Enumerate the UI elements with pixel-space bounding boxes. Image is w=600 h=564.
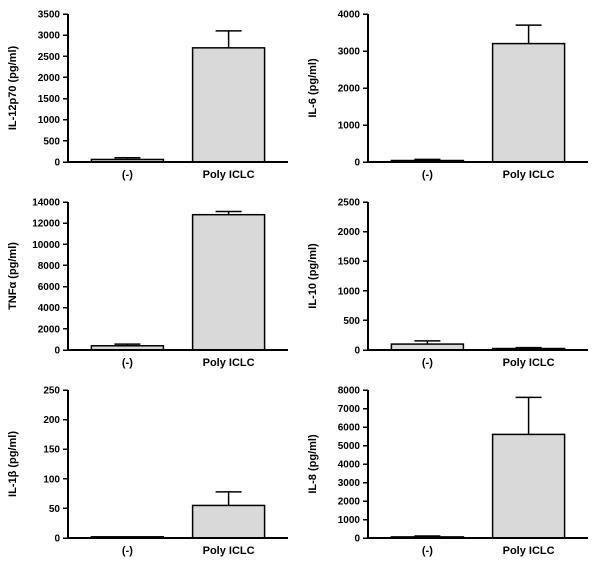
svg-text:1000: 1000 — [38, 115, 61, 126]
bar-chart-il12p70: 0 500 1000 1500 2000 2500 3000 3500 (-) Poly ICLC… — [7, 10, 288, 181]
svg-text:50: 50 — [49, 504, 61, 515]
svg-text:1000: 1000 — [338, 515, 361, 526]
bar-chart-il10: 0 500 1000 1500 2000 2500 (-) Poly ICLC IL-10 (p… — [307, 198, 588, 369]
svg-text:8000: 8000 — [38, 261, 61, 272]
svg-text:2000: 2000 — [38, 73, 61, 84]
svg-text:2000: 2000 — [338, 497, 361, 508]
svg-text:(-): (-) — [422, 545, 433, 557]
svg-text:0: 0 — [54, 534, 60, 545]
svg-text:5000: 5000 — [338, 441, 361, 452]
svg-text:0: 0 — [354, 346, 360, 357]
svg-text:1000: 1000 — [338, 286, 361, 297]
bar-chart-il6: 0 1000 2000 3000 4000 (-) Poly ICLC IL-6 (pg/ml… — [307, 10, 588, 181]
svg-text:0: 0 — [354, 158, 360, 169]
svg-text:IL-1β (pg/ml): IL-1β (pg/ml) — [7, 431, 19, 497]
svg-text:2000: 2000 — [38, 324, 61, 335]
svg-text:2500: 2500 — [38, 52, 61, 63]
svg-text:IL-8 (pg/ml): IL-8 (pg/ml) — [307, 434, 319, 494]
svg-text:(-): (-) — [122, 357, 133, 369]
svg-text:IL-12p70 (pg/ml): IL-12p70 (pg/ml) — [7, 45, 19, 130]
svg-text:6000: 6000 — [38, 282, 61, 293]
svg-text:500: 500 — [43, 136, 60, 147]
chart-panel-il10: 0 500 1000 1500 2000 2500 (-) Poly ICLC IL-10 (p… — [300, 188, 600, 376]
svg-text:6000: 6000 — [338, 423, 361, 434]
svg-text:1500: 1500 — [338, 257, 361, 268]
chart-panel-il12p70: 0 500 1000 1500 2000 2500 3000 3500 (-) Poly ICLC… — [0, 0, 300, 188]
svg-text:(-): (-) — [422, 357, 433, 369]
svg-text:4000: 4000 — [338, 10, 361, 21]
svg-text:200: 200 — [43, 415, 60, 426]
svg-text:(-): (-) — [122, 169, 133, 181]
svg-text:4000: 4000 — [38, 303, 61, 314]
svg-text:3000: 3000 — [338, 47, 361, 58]
svg-text:2000: 2000 — [338, 227, 361, 238]
bar-chart-il1b: 0 50 100 150 200 250 (-) Poly ICLC IL-1β (pg/ml) — [7, 386, 288, 557]
svg-text:0: 0 — [54, 158, 60, 169]
svg-text:150: 150 — [43, 445, 60, 456]
svg-text:7000: 7000 — [338, 404, 361, 415]
chart-panel-tnfa: 0 2000 4000 6000 8000 10000 12000 14000 (-) Poly … — [0, 188, 300, 376]
svg-text:14000: 14000 — [32, 198, 60, 209]
svg-text:(-): (-) — [422, 169, 433, 181]
svg-text:4000: 4000 — [338, 460, 361, 471]
svg-text:0: 0 — [54, 346, 60, 357]
svg-text:10000: 10000 — [32, 240, 60, 251]
bar-chart-il8: 0 1000 2000 3000 4000 5000 6000 7000 8000 (-) Poly… — [307, 386, 588, 557]
svg-text:Poly ICLC: Poly ICLC — [503, 169, 555, 181]
svg-text:12000: 12000 — [32, 219, 60, 230]
svg-text:Poly ICLC: Poly ICLC — [503, 545, 555, 557]
svg-text:1500: 1500 — [38, 94, 61, 105]
svg-text:8000: 8000 — [338, 386, 361, 397]
svg-text:250: 250 — [43, 386, 60, 397]
chart-panel-il8: 0 1000 2000 3000 4000 5000 6000 7000 8000 (-) Poly… — [300, 376, 600, 564]
svg-text:2500: 2500 — [338, 198, 361, 209]
svg-text:TNFα (pg/ml): TNFα (pg/ml) — [7, 242, 19, 310]
svg-text:3500: 3500 — [38, 10, 61, 21]
svg-text:3000: 3000 — [38, 31, 61, 42]
svg-text:IL-10 (pg/ml): IL-10 (pg/ml) — [307, 243, 319, 309]
svg-text:(-): (-) — [122, 545, 133, 557]
svg-text:Poly ICLC: Poly ICLC — [203, 545, 255, 557]
svg-text:Poly ICLC: Poly ICLC — [203, 357, 255, 369]
chart-panel-il6: 0 1000 2000 3000 4000 (-) Poly ICLC IL-6 (pg/ml… — [300, 0, 600, 188]
svg-text:500: 500 — [343, 316, 360, 327]
chart-panel-il1b: 0 50 100 150 200 250 (-) Poly ICLC IL-1β (pg/ml) — [0, 376, 300, 564]
svg-text:Poly ICLC: Poly ICLC — [503, 357, 555, 369]
svg-text:100: 100 — [43, 474, 60, 485]
svg-text:1000: 1000 — [338, 121, 361, 132]
svg-text:2000: 2000 — [338, 84, 361, 95]
svg-text:Poly ICLC: Poly ICLC — [203, 169, 255, 181]
svg-text:0: 0 — [354, 534, 360, 545]
svg-text:3000: 3000 — [338, 478, 361, 489]
bar-chart-tnfa: 0 2000 4000 6000 8000 10000 12000 14000 (-) Poly … — [7, 198, 288, 369]
svg-text:IL-6 (pg/ml): IL-6 (pg/ml) — [307, 58, 319, 118]
